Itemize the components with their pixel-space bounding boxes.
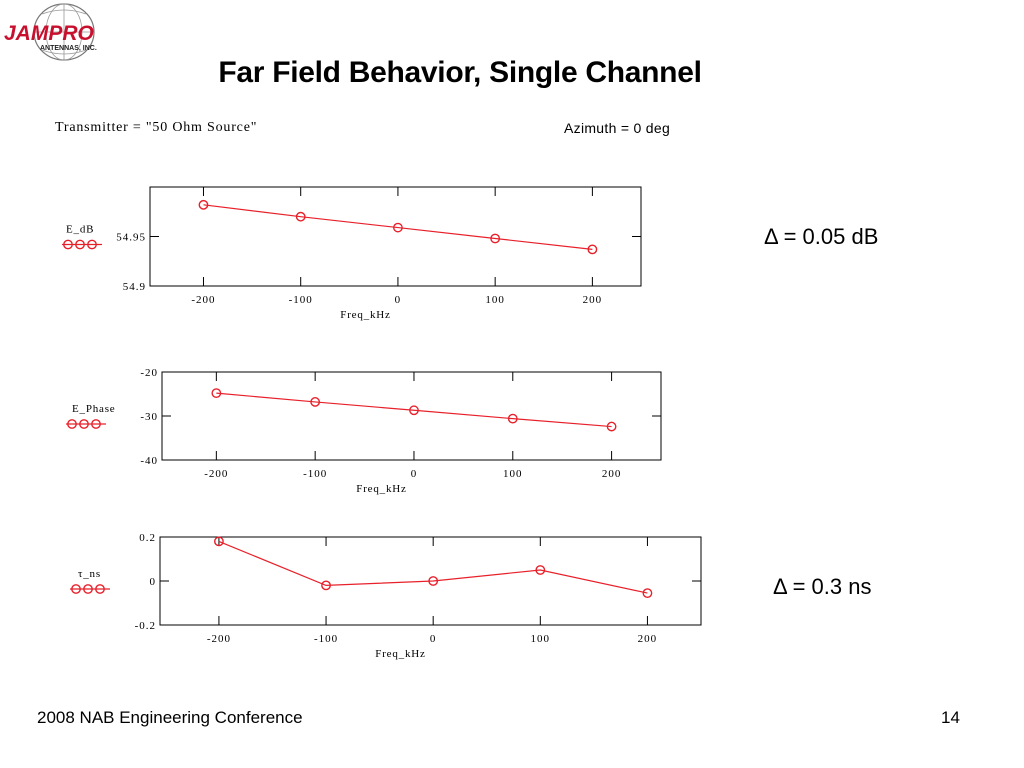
x-axis-label: Freq_kHz (340, 309, 390, 321)
legend-marker (79, 419, 89, 429)
footer-conference: 2008 NAB Engineering Conference (37, 708, 303, 727)
plot-frame-1 (149, 186, 642, 287)
series-line (203, 204, 593, 250)
x-tick-label: 0 (411, 468, 418, 480)
legend-marker (71, 584, 81, 594)
legend-marker (95, 584, 105, 594)
jampro-logo: JAMPRO ANTENNAS, INC. (4, 3, 97, 61)
data-point (535, 565, 546, 575)
y-axis-label: E_dB (66, 224, 94, 236)
x-tick-label: -200 (204, 468, 228, 480)
slide-title: Far Field Behavior, Single Channel (218, 56, 702, 89)
data-point (310, 397, 321, 407)
transmitter-label: Transmitter = "50 Ohm Source" (55, 120, 258, 135)
series-line (216, 392, 612, 428)
data-point (198, 199, 209, 210)
y-tick-label: -0.2 (135, 620, 156, 632)
x-tick-label: -100 (314, 633, 338, 645)
x-tick-label: 200 (602, 468, 622, 480)
data-point (214, 536, 224, 547)
y-tick-label: 0.2 (139, 532, 156, 544)
legend-marker (83, 584, 93, 594)
data-point (587, 244, 598, 255)
data-point (211, 388, 222, 399)
x-tick-label: -100 (303, 468, 327, 480)
data-point (606, 421, 617, 432)
charts-group: -200 -100 0 100 20054.954.95Freq_kHzE_dB-200… (62, 186, 702, 660)
data-point (490, 233, 501, 244)
y-axis-label: τ_ns (78, 568, 101, 580)
delta-db-annotation: Δ = 0.05 dB (764, 224, 879, 249)
x-tick-label: 200 (583, 294, 603, 306)
y-tick-label: 54.95 (116, 232, 146, 244)
logo-wordmark: JAMPRO (4, 22, 94, 45)
y-tick-label: 54.9 (123, 281, 146, 293)
plot-frame-2 (161, 371, 662, 461)
legend-marker (63, 239, 73, 250)
y-tick-label: -20 (140, 367, 158, 379)
x-tick-label: 100 (503, 468, 523, 480)
y-tick-label: -30 (140, 411, 158, 423)
y-tick-label: 0 (150, 576, 157, 588)
data-point (295, 211, 306, 222)
x-tick-label: 100 (485, 294, 505, 306)
data-point (507, 413, 518, 424)
azimuth-label: Azimuth = 0 deg (564, 120, 671, 136)
series-line (218, 540, 648, 594)
x-tick-label: 100 (531, 633, 551, 645)
delta-ns-annotation: Δ = 0.3 ns (773, 574, 872, 599)
x-tick-label: 200 (638, 633, 658, 645)
x-tick-label: -100 (289, 294, 313, 306)
x-axis-label: Freq_kHz (356, 483, 406, 495)
legend-marker (87, 239, 97, 250)
data-point (393, 222, 403, 233)
x-tick-label: -200 (207, 633, 231, 645)
data-point (428, 576, 439, 586)
legend-marker (67, 419, 77, 429)
x-tick-label: 0 (430, 633, 437, 645)
y-axis-label: E_Phase (72, 403, 115, 415)
x-tick-label: -200 (191, 294, 215, 306)
logo-subtitle: ANTENNAS, INC. (40, 45, 97, 52)
y-tick-label: -40 (140, 455, 158, 467)
page-number: 14 (941, 708, 960, 727)
legend-marker (75, 239, 85, 250)
data-point (409, 405, 419, 416)
data-point (642, 588, 653, 598)
data-point (321, 580, 331, 591)
x-axis-label: Freq_kHz (375, 648, 425, 660)
x-tick-label: 0 (395, 294, 402, 306)
legend-marker (91, 419, 101, 429)
